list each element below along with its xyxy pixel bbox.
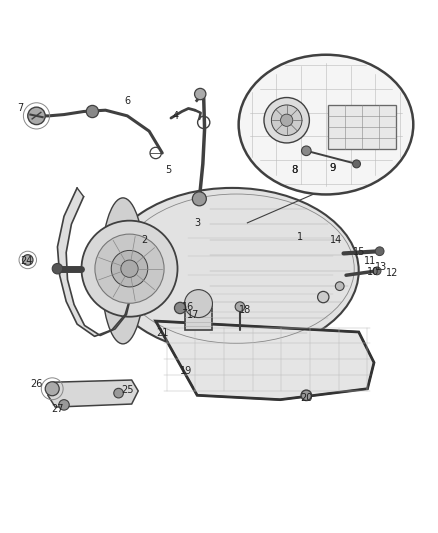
Polygon shape: [48, 380, 138, 407]
Polygon shape: [77, 324, 100, 336]
Circle shape: [301, 390, 311, 400]
Text: 19: 19: [180, 366, 192, 376]
Circle shape: [45, 382, 59, 395]
Polygon shape: [60, 275, 74, 304]
Circle shape: [86, 106, 99, 118]
Circle shape: [235, 302, 245, 311]
Ellipse shape: [101, 198, 145, 344]
Text: 27: 27: [51, 404, 64, 414]
Polygon shape: [112, 314, 127, 330]
Bar: [184, 304, 212, 330]
Text: 9: 9: [329, 163, 336, 173]
Text: 4: 4: [172, 111, 178, 121]
Circle shape: [272, 105, 302, 135]
Circle shape: [184, 289, 212, 318]
Circle shape: [52, 263, 63, 274]
Text: 7: 7: [17, 103, 24, 114]
Text: 14: 14: [330, 235, 342, 245]
Text: 8: 8: [291, 165, 297, 175]
Text: 21: 21: [156, 328, 169, 338]
Circle shape: [22, 255, 33, 265]
Polygon shape: [57, 216, 71, 253]
Polygon shape: [95, 329, 115, 336]
Text: 1: 1: [297, 232, 303, 242]
Circle shape: [373, 267, 381, 275]
Text: 6: 6: [124, 95, 131, 106]
Text: 17: 17: [187, 310, 199, 319]
Text: 9: 9: [329, 163, 336, 173]
Circle shape: [281, 114, 293, 126]
Circle shape: [28, 107, 45, 125]
Text: 24: 24: [21, 256, 33, 266]
Polygon shape: [57, 247, 67, 280]
Text: 3: 3: [194, 218, 200, 228]
Ellipse shape: [106, 188, 359, 354]
Circle shape: [192, 192, 206, 206]
Text: 11: 11: [364, 256, 377, 266]
Text: 16: 16: [182, 302, 194, 312]
Text: 2: 2: [141, 235, 148, 245]
Polygon shape: [155, 321, 374, 400]
Circle shape: [318, 292, 329, 303]
Text: 13: 13: [375, 262, 388, 271]
Circle shape: [111, 251, 148, 287]
Polygon shape: [125, 293, 132, 314]
Circle shape: [194, 88, 206, 100]
Polygon shape: [66, 302, 85, 326]
Text: 8: 8: [291, 165, 297, 175]
Bar: [328, 105, 396, 149]
Text: 10: 10: [367, 266, 379, 277]
Text: 5: 5: [166, 165, 172, 175]
Circle shape: [336, 282, 344, 290]
Circle shape: [375, 247, 384, 256]
Circle shape: [174, 302, 186, 313]
Text: 25: 25: [121, 385, 134, 394]
Text: 20: 20: [300, 393, 312, 403]
Text: 18: 18: [239, 305, 251, 315]
Circle shape: [114, 389, 124, 398]
Circle shape: [353, 160, 360, 168]
Circle shape: [264, 98, 309, 143]
Text: 15: 15: [353, 247, 366, 257]
Polygon shape: [64, 188, 84, 224]
Ellipse shape: [239, 55, 413, 195]
Circle shape: [301, 146, 311, 156]
Circle shape: [81, 221, 177, 317]
Text: 12: 12: [386, 268, 398, 278]
Circle shape: [59, 400, 69, 410]
Circle shape: [121, 260, 138, 277]
Circle shape: [95, 234, 164, 303]
Text: 26: 26: [30, 378, 42, 389]
